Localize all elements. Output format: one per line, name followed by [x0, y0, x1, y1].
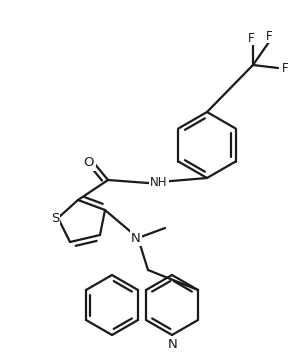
Text: F: F	[282, 62, 288, 75]
Text: N: N	[131, 232, 141, 245]
Text: N: N	[168, 338, 178, 351]
Text: O: O	[84, 157, 94, 170]
Text: F: F	[266, 29, 272, 43]
Text: S: S	[51, 211, 59, 225]
Text: NH: NH	[150, 177, 168, 190]
Text: F: F	[248, 32, 254, 44]
